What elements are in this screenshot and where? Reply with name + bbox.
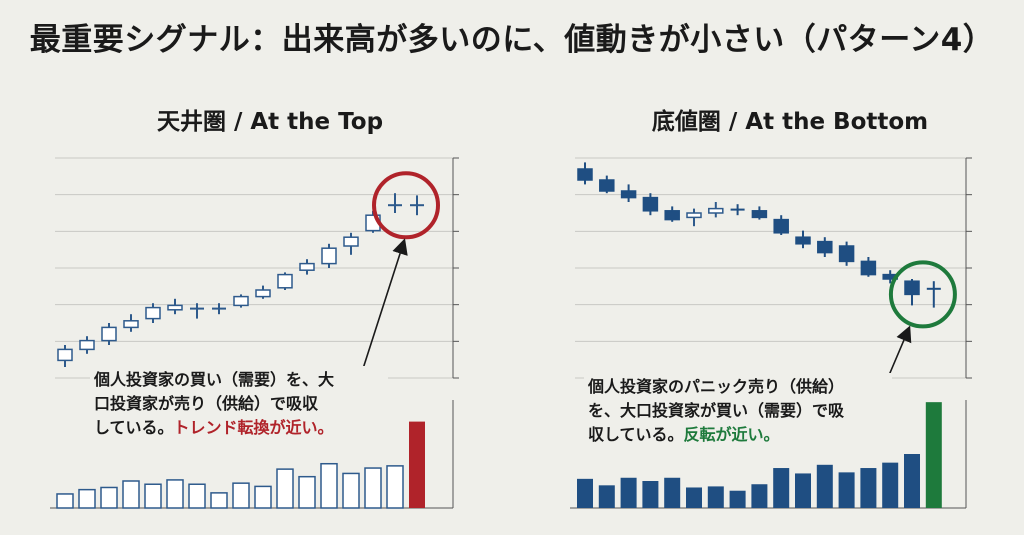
bottom-volume-bar: [729, 490, 746, 508]
bottom-candle-body: [642, 196, 659, 212]
note-bottom-line-1: 個人投資家のパニック売り（供給）: [588, 377, 845, 396]
top-volume-bar: [56, 493, 74, 509]
note-bottom: 個人投資家のパニック売り（供給） を、大口投資家が買い（需要）で吸 収している。…: [584, 373, 892, 449]
bottom-signal-circle: [888, 260, 957, 329]
bottom-volume-bar: [925, 402, 942, 508]
note-top-line-3-text: している。: [94, 418, 174, 437]
bottom-candle-body: [773, 218, 789, 234]
note-bottom-line-3-text: 収している。: [588, 425, 684, 444]
bottom-volume-bar: [860, 468, 877, 508]
top-volume-bar: [276, 468, 294, 509]
bottom-candle-body: [860, 260, 877, 276]
note-top-line-2: 口投資家が売り（供給）で吸収: [94, 394, 319, 413]
top-chart: [50, 157, 459, 509]
top-arrow: [359, 238, 408, 379]
bottom-volume-bar: [642, 481, 659, 508]
top-volume-bar: [210, 492, 228, 509]
bottom-volume-bar: [620, 477, 637, 508]
note-top-highlight: トレンド転換が近い。: [173, 418, 334, 437]
bottom-volume-bar: [904, 454, 920, 508]
bottom-candle-body: [817, 240, 833, 254]
top-signal-circle: [372, 171, 440, 240]
top-volume-bar: [342, 472, 360, 509]
note-bottom-line-2: を、大口投資家が買い（需要）で吸: [588, 401, 845, 420]
bottom-volume-bar: [838, 472, 855, 508]
note-bottom-highlight: 反転が近い。: [683, 425, 780, 444]
bottom-candle-body: [751, 210, 768, 219]
top-candle-body: [255, 289, 271, 298]
top-candle-body: [233, 295, 249, 307]
bottom-volume-bar: [816, 464, 833, 508]
top-volume-bar: [100, 486, 118, 509]
top-candle-body: [212, 307, 226, 310]
bottom-candle-body: [686, 212, 702, 219]
bottom-volume-bar: [686, 487, 702, 508]
top-candle-body: [410, 204, 424, 207]
top-candle-body: [57, 348, 73, 362]
bottom-candle-body: [795, 236, 811, 245]
bottom-candle-body: [730, 208, 745, 211]
bottom-volume-bar: [751, 484, 768, 508]
top-volume-bar: [232, 482, 250, 509]
top-volume-bar: [320, 462, 338, 509]
top-volume-bar: [298, 475, 316, 509]
bottom-candle-body: [620, 190, 637, 199]
annotations: [359, 171, 957, 421]
note-top-line-3: している。トレンド転換が近い。: [94, 416, 384, 440]
top-candle-body: [79, 339, 95, 351]
bottom-volume-bar: [598, 485, 615, 508]
bottom-volume-bar: [577, 478, 593, 508]
top-volume-bar: [386, 465, 404, 509]
top-candle-body: [343, 236, 359, 247]
bottom-candle-body: [838, 245, 855, 263]
top-volume-bar: [364, 467, 382, 509]
note-bottom-line-3: 収している。反転が近い。: [588, 423, 888, 447]
bottom-candle-body: [708, 207, 724, 214]
bottom-candle-body: [926, 287, 941, 290]
top-candle-body: [101, 326, 117, 342]
note-top: 個人投資家の買い（需要）を、大 口投資家が売り（供給）で吸収 している。トレンド…: [90, 366, 388, 442]
top-candle-body: [145, 306, 161, 320]
bottom-volume-bar: [882, 462, 899, 508]
bottom-volume-bar: [773, 468, 790, 508]
note-top-line-1: 個人投資家の買い（需要）を、大: [94, 370, 335, 389]
top-volume-bar: [254, 485, 272, 509]
top-volume-bar: [409, 421, 425, 508]
top-candle-body: [167, 304, 183, 311]
top-candle-body: [321, 247, 337, 265]
bottom-candle-body: [664, 210, 680, 221]
bottom-chart: [570, 157, 972, 509]
bottom-volume-bar: [664, 477, 681, 508]
top-candle-body: [388, 204, 402, 207]
chart-title-bottom: 底値圏 / At the Bottom: [651, 109, 929, 135]
top-candle-body: [277, 273, 293, 289]
top-volume-bar: [78, 488, 96, 509]
bottom-candle-body: [904, 280, 920, 296]
bottom-candle-body: [599, 179, 615, 192]
bottom-candle-body: [577, 168, 593, 181]
top-volume-bar: [122, 480, 140, 509]
page-title: 最重要シグナル：出来高が多いのに、値動きが小さい（パターン4）: [29, 22, 995, 58]
top-volume-bar: [188, 483, 206, 509]
bottom-volume-bar: [795, 473, 811, 508]
top-candle-body: [123, 320, 139, 329]
top-candle-body: [299, 262, 315, 271]
bottom-volume-bar: [707, 486, 724, 508]
chart-title-top: 天井圏 / At the Top: [156, 109, 384, 135]
top-volume-bar: [166, 479, 184, 509]
top-volume-bar: [144, 483, 162, 509]
top-candle-body: [190, 307, 204, 310]
